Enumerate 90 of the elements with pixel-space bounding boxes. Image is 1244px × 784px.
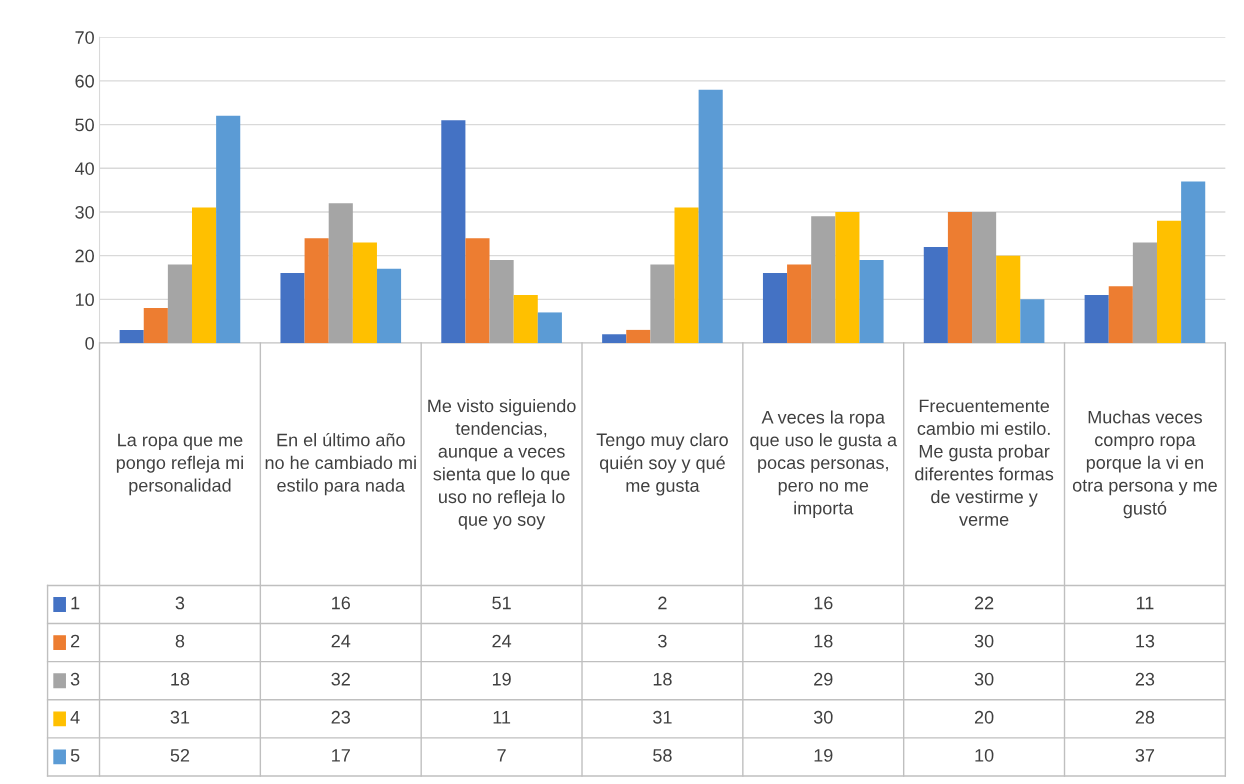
data-label: 28 xyxy=(1135,710,1155,724)
bar xyxy=(674,207,699,343)
bar xyxy=(626,329,651,343)
bar xyxy=(441,120,466,343)
bar xyxy=(143,308,168,343)
bar xyxy=(1181,181,1206,343)
bar xyxy=(465,238,490,343)
bar xyxy=(1020,299,1045,343)
bar xyxy=(119,329,144,343)
bar xyxy=(513,294,538,343)
bar xyxy=(537,312,562,343)
data-label: 23 xyxy=(1135,672,1155,686)
data-label: 31 xyxy=(170,710,190,724)
data-label: 13 xyxy=(1136,634,1155,648)
data-label: 11 xyxy=(493,711,511,724)
legend-label: 4 xyxy=(70,711,80,724)
bar xyxy=(762,273,788,343)
y-tick-label: 60 xyxy=(75,74,94,88)
y-tick-label: 40 xyxy=(74,162,94,175)
bar xyxy=(192,207,217,343)
data-label: 37 xyxy=(1135,748,1155,762)
bar xyxy=(859,260,884,343)
data-label: 52 xyxy=(170,748,190,762)
y-tick-label: 30 xyxy=(75,205,94,219)
bar xyxy=(650,264,675,343)
data-label: 2 xyxy=(658,596,667,610)
data-label: 3 xyxy=(175,596,185,610)
bar xyxy=(698,89,723,343)
legend-label: 1 xyxy=(71,596,80,610)
data-label: 7 xyxy=(497,749,506,762)
y-tick-label: 70 xyxy=(75,31,94,44)
bar xyxy=(489,260,514,343)
bar xyxy=(1108,286,1133,343)
data-label: 29 xyxy=(814,672,833,686)
legend-label: 2 xyxy=(71,634,80,648)
y-tick-label: 0 xyxy=(85,336,94,350)
data-label: 11 xyxy=(1136,596,1154,610)
x-tick-label: Frecuentemente cambio mi estilo. Me gusta probar diferentes formas de vestirme y verme xyxy=(915,399,1054,526)
data-label: 16 xyxy=(332,596,351,610)
data-label: 31 xyxy=(653,710,672,724)
data-label: 18 xyxy=(171,672,190,686)
data-label: 58 xyxy=(653,748,672,762)
bar xyxy=(947,211,973,343)
data-label: 24 xyxy=(331,634,351,648)
bar xyxy=(216,115,241,343)
y-tick-label: 20 xyxy=(75,249,94,263)
data-label: 18 xyxy=(814,634,833,648)
data-label: 17 xyxy=(332,749,350,762)
bar xyxy=(352,242,377,343)
data-label: 3 xyxy=(658,634,667,648)
y-tick-label: 10 xyxy=(75,293,94,307)
data-label: 18 xyxy=(653,672,672,686)
data-label: 32 xyxy=(331,672,350,686)
data-label: 20 xyxy=(974,710,994,724)
x-tick-label: A veces la ropa que uso le gusta a pocas personas, pero no me importa xyxy=(750,410,898,519)
bar xyxy=(972,211,997,343)
x-tick-label: Muchas veces compro ropa porque la vi en otra persona y me gustó xyxy=(1072,410,1217,519)
bar xyxy=(1156,220,1182,343)
data-label: 24 xyxy=(492,634,512,648)
bar xyxy=(602,334,627,343)
bar xyxy=(328,203,353,343)
bar xyxy=(787,264,812,343)
data-label: 30 xyxy=(974,634,994,648)
bar xyxy=(811,216,836,343)
x-tick-label: En el último año no he cambiado mi estilo para nada xyxy=(265,432,416,496)
data-label: 30 xyxy=(974,672,994,686)
legend-label: 3 xyxy=(70,672,80,686)
bar xyxy=(996,255,1021,343)
data-label: 23 xyxy=(331,710,351,724)
bar xyxy=(280,273,305,343)
data-label: 10 xyxy=(975,748,994,762)
y-tick-label: 50 xyxy=(75,118,94,132)
bar xyxy=(304,238,329,343)
data-label: 51 xyxy=(492,596,511,610)
bar xyxy=(167,264,192,343)
data-label: 19 xyxy=(814,748,833,762)
x-tick-label: Tengo muy claro quién soy y qué me gusta xyxy=(596,432,728,496)
data-label: 30 xyxy=(813,710,833,724)
data-label: 19 xyxy=(492,672,511,686)
data-label: 8 xyxy=(175,634,185,648)
x-tick-label: Me visto siguiendo tendencias, aunque a veces sienta que lo que uso no refleja lo que yo soy xyxy=(428,399,576,530)
data-label: 16 xyxy=(814,596,833,610)
legend-label: 5 xyxy=(70,749,80,762)
bar xyxy=(376,268,402,343)
x-tick-label: La ropa que me pongo refleja mi personalidad xyxy=(116,433,243,496)
bar xyxy=(1084,294,1109,343)
bar xyxy=(1132,242,1157,343)
bar xyxy=(835,211,860,343)
data-label: 22 xyxy=(974,596,994,610)
bar xyxy=(923,246,948,343)
